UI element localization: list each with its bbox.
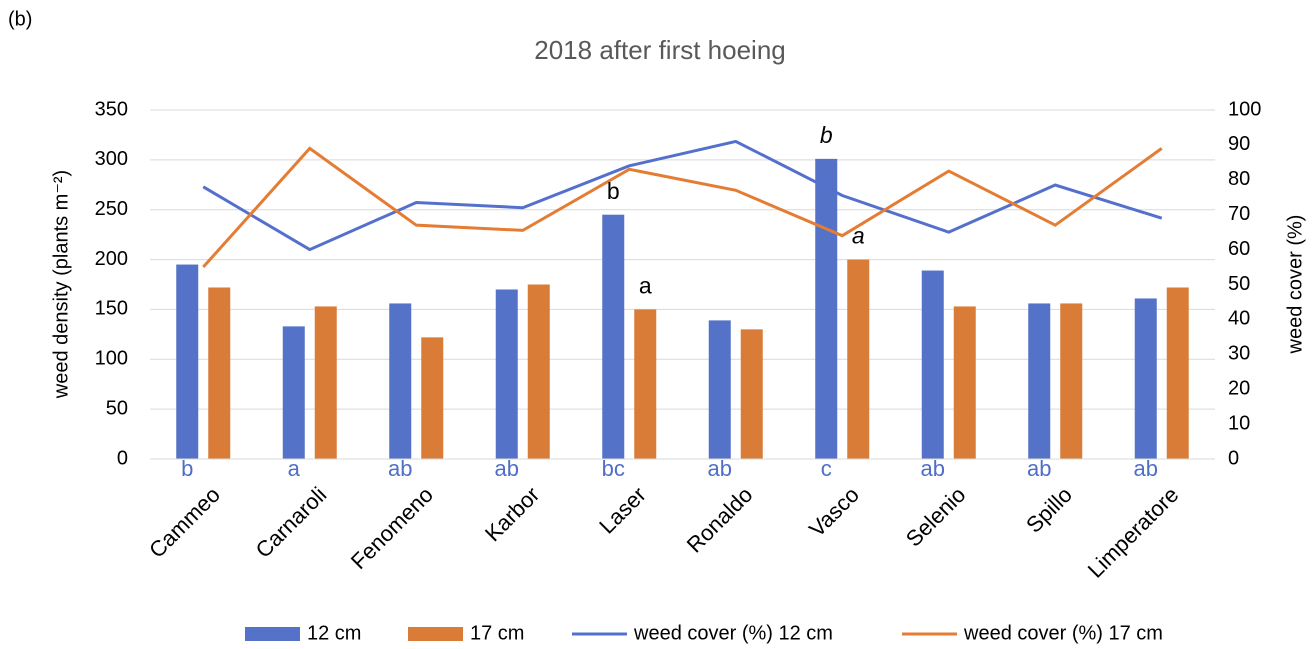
bar-label: a bbox=[852, 223, 865, 249]
y2-tick-label: 20 bbox=[1228, 377, 1250, 399]
group-letter: ab bbox=[1027, 456, 1051, 481]
bar bbox=[708, 320, 731, 459]
bar bbox=[1060, 303, 1083, 459]
legend-swatch bbox=[408, 627, 463, 641]
x-tick-label: Carnaroli bbox=[251, 482, 332, 563]
y-tick-label: 150 bbox=[95, 298, 128, 320]
group-letter: ab bbox=[921, 456, 945, 481]
group-letter: ab bbox=[1134, 456, 1158, 481]
legend-swatch bbox=[245, 627, 300, 641]
bar bbox=[208, 287, 231, 459]
bar bbox=[1134, 298, 1157, 459]
bar bbox=[921, 270, 944, 459]
bar-label: b bbox=[607, 178, 620, 204]
y2-tick-label: 60 bbox=[1228, 238, 1250, 260]
bar bbox=[495, 289, 518, 459]
bar bbox=[314, 306, 337, 459]
bar bbox=[421, 337, 444, 459]
bar bbox=[847, 259, 870, 459]
y2-tick-label: 30 bbox=[1228, 343, 1250, 365]
y-tick-label: 250 bbox=[95, 198, 128, 220]
bar bbox=[953, 306, 976, 459]
x-tick-label: Fenomeno bbox=[346, 482, 438, 574]
y-tick-label: 50 bbox=[106, 397, 128, 419]
bar bbox=[389, 303, 412, 459]
group-letter: b bbox=[181, 456, 193, 481]
x-tick-label: Vasco bbox=[804, 482, 864, 542]
x-tick-label: Cammeo bbox=[144, 482, 225, 563]
y2-axis-label: weed cover (%) bbox=[1284, 215, 1306, 355]
group-letter: a bbox=[288, 456, 301, 481]
bar bbox=[740, 329, 763, 459]
line bbox=[202, 139, 1163, 252]
y2-tick-label: 50 bbox=[1228, 273, 1250, 295]
x-tick-label: Limperatore bbox=[1083, 482, 1184, 583]
bar bbox=[634, 309, 657, 459]
bar bbox=[1028, 303, 1051, 459]
y2-tick-label: 80 bbox=[1228, 168, 1250, 190]
bar bbox=[527, 284, 550, 459]
panel-label: (b) bbox=[8, 8, 32, 30]
chart-title: 2018 after first hoeing bbox=[534, 35, 786, 65]
legend-label: weed cover (%) 12 cm bbox=[633, 622, 833, 644]
bar bbox=[176, 264, 199, 459]
y2-tick-label: 10 bbox=[1228, 412, 1250, 434]
group-letter: ab bbox=[708, 456, 732, 481]
x-tick-label: Karbor bbox=[480, 482, 544, 546]
y2-tick-label: 40 bbox=[1228, 308, 1250, 330]
y-tick-label: 350 bbox=[95, 98, 128, 120]
y2-tick-label: 100 bbox=[1228, 98, 1261, 120]
bar bbox=[815, 158, 838, 460]
y-tick-label: 0 bbox=[117, 447, 128, 469]
x-tick-label: Spillo bbox=[1021, 482, 1077, 538]
group-letter: ab bbox=[388, 456, 412, 481]
x-tick-label: Ronaldo bbox=[682, 482, 758, 558]
bar bbox=[1166, 287, 1189, 459]
x-tick-label: Selenio bbox=[901, 482, 971, 552]
legend-label: weed cover (%) 17 cm bbox=[963, 622, 1163, 644]
y2-tick-label: 0 bbox=[1228, 447, 1239, 469]
bar bbox=[602, 214, 625, 459]
y-axis-label: weed density (plants m⁻²) bbox=[50, 170, 72, 399]
bar-label: b bbox=[820, 122, 833, 148]
y2-tick-label: 70 bbox=[1228, 203, 1250, 225]
legend-label: 17 cm bbox=[470, 622, 524, 644]
bar bbox=[282, 326, 305, 459]
y-tick-label: 300 bbox=[95, 148, 128, 170]
bar-label: a bbox=[639, 273, 652, 299]
group-letter: bc bbox=[602, 456, 625, 481]
x-tick-label: Laser bbox=[594, 482, 651, 539]
legend-label: 12 cm bbox=[307, 622, 361, 644]
y2-tick-label: 90 bbox=[1228, 133, 1250, 155]
y-tick-label: 100 bbox=[95, 348, 128, 370]
y-tick-label: 200 bbox=[95, 248, 128, 270]
group-letter: ab bbox=[495, 456, 519, 481]
group-letter: c bbox=[821, 456, 832, 481]
line bbox=[202, 146, 1163, 269]
